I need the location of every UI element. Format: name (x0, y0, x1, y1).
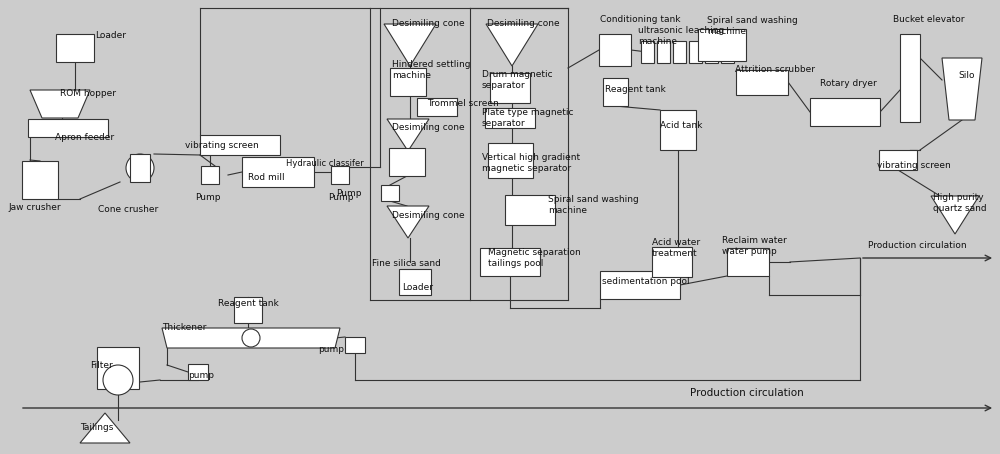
Bar (488, 143, 532, 178)
Bar (389, 148, 425, 176)
Bar (727, 248, 769, 276)
Text: Loader: Loader (95, 31, 126, 40)
Bar (879, 150, 917, 170)
Text: Reagent tank: Reagent tank (605, 85, 666, 94)
Polygon shape (486, 24, 538, 66)
Text: Filter: Filter (90, 361, 113, 370)
Bar (688, 41, 702, 63)
Text: Silo: Silo (958, 71, 974, 80)
Text: Acid tank: Acid tank (660, 122, 702, 130)
Text: Jaw crusher: Jaw crusher (8, 203, 61, 212)
Bar (640, 41, 654, 63)
Text: Fine silica sand: Fine silica sand (372, 260, 441, 268)
Text: Reclaim water
water pump: Reclaim water water pump (722, 236, 787, 256)
Text: Desimiling cone: Desimiling cone (487, 20, 560, 29)
Text: Reagent tank: Reagent tank (218, 298, 279, 307)
Text: Pump: Pump (195, 192, 220, 202)
Bar (234, 297, 262, 323)
Bar (599, 34, 631, 66)
Text: Pump: Pump (336, 188, 362, 197)
Polygon shape (931, 196, 979, 234)
Bar (652, 247, 692, 277)
Text: Spiral sand washing
machine: Spiral sand washing machine (707, 16, 798, 36)
Bar (485, 108, 535, 128)
Bar (698, 29, 746, 61)
Polygon shape (387, 119, 429, 151)
Bar (900, 34, 920, 122)
Bar (810, 98, 880, 126)
Bar (720, 41, 734, 63)
Bar (56, 34, 94, 62)
Text: Rotary dryer: Rotary dryer (820, 79, 877, 88)
Text: Spiral sand washing
machine: Spiral sand washing machine (548, 195, 639, 215)
Text: vibrating screen: vibrating screen (877, 162, 951, 171)
Bar (22, 161, 58, 199)
Text: Hindered settling
machine: Hindered settling machine (392, 60, 471, 80)
Text: pump: pump (318, 345, 344, 355)
Bar (345, 337, 365, 353)
Bar (242, 157, 314, 187)
Bar (417, 98, 457, 116)
Text: ROM hopper: ROM hopper (60, 89, 116, 99)
Bar (736, 69, 788, 94)
Text: Magnetic separation
tailings pool: Magnetic separation tailings pool (488, 248, 581, 268)
Text: Conditioning tank: Conditioning tank (600, 15, 680, 25)
Bar (201, 166, 219, 184)
Bar (28, 119, 108, 137)
Text: Thickener: Thickener (162, 324, 206, 332)
Bar (704, 41, 718, 63)
Polygon shape (384, 24, 436, 66)
Circle shape (242, 329, 260, 347)
Text: Pump: Pump (328, 192, 354, 202)
Text: Hydraulic classifer: Hydraulic classifer (286, 158, 364, 168)
Bar (130, 154, 150, 182)
Bar (672, 41, 686, 63)
Bar (331, 166, 349, 184)
Text: ultrasonic leaching
machine: ultrasonic leaching machine (638, 26, 724, 46)
Bar (600, 271, 680, 299)
Text: Vertical high gradient
magnetic separator: Vertical high gradient magnetic separato… (482, 153, 580, 173)
Bar (399, 269, 431, 295)
Text: sedimentation pool: sedimentation pool (602, 277, 690, 286)
Text: Rod mill: Rod mill (248, 173, 285, 183)
Text: Drum magnetic
separator: Drum magnetic separator (482, 70, 553, 90)
Polygon shape (80, 413, 130, 443)
Bar (200, 135, 280, 155)
Text: Bucket elevator: Bucket elevator (893, 15, 964, 25)
Text: Plate type magnetic
separator: Plate type magnetic separator (482, 109, 574, 128)
Text: High purity
quartz sand: High purity quartz sand (933, 193, 987, 213)
Text: Desimiling cone: Desimiling cone (392, 212, 465, 221)
Text: Production circulation: Production circulation (690, 388, 804, 398)
Bar (656, 41, 670, 63)
Bar (480, 248, 540, 276)
Polygon shape (387, 206, 429, 238)
Text: Desimiling cone: Desimiling cone (392, 123, 465, 133)
Circle shape (103, 365, 133, 395)
Polygon shape (942, 58, 982, 120)
Text: Desimiling cone: Desimiling cone (392, 20, 465, 29)
Text: vibrating screen: vibrating screen (185, 140, 259, 149)
Bar (660, 110, 696, 150)
Text: Trommel screen: Trommel screen (427, 99, 499, 109)
Text: Tailings: Tailings (80, 424, 113, 433)
Text: Production circulation: Production circulation (868, 242, 967, 251)
Polygon shape (162, 328, 340, 348)
Bar (490, 73, 530, 103)
Text: Attrition scrubber: Attrition scrubber (735, 65, 815, 74)
Text: Cone crusher: Cone crusher (98, 206, 158, 214)
Text: Apron feeder: Apron feeder (55, 133, 114, 143)
Circle shape (126, 154, 154, 182)
Bar (505, 195, 555, 225)
Bar (602, 78, 628, 106)
Bar (381, 185, 399, 201)
Text: Acid water
treatment: Acid water treatment (652, 238, 700, 258)
Polygon shape (30, 90, 90, 118)
Text: pump: pump (188, 371, 214, 380)
Bar (97, 347, 139, 389)
Text: Loader: Loader (402, 282, 433, 291)
Bar (390, 68, 426, 96)
Bar (188, 364, 208, 380)
